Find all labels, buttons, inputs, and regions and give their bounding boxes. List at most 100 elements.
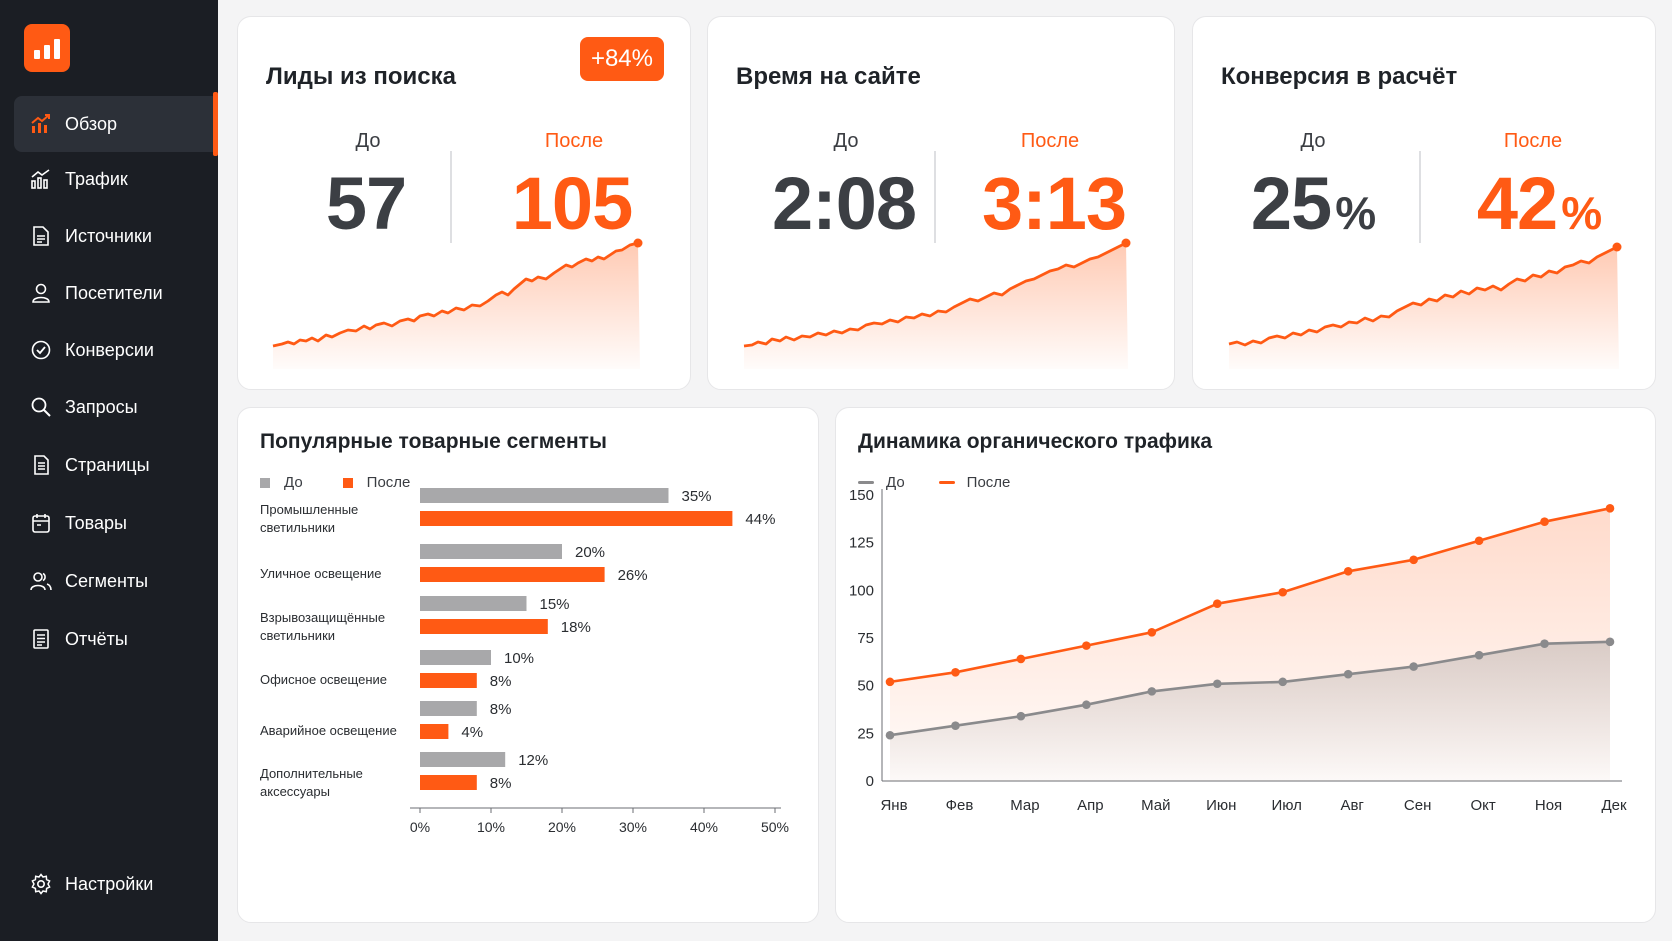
- sidebar-item-sources[interactable]: Источники: [14, 208, 218, 264]
- sidebar-item-traffic[interactable]: Трафик: [14, 151, 218, 207]
- settings-label: Настройки: [65, 873, 154, 894]
- sidebar-item-label: Товары: [65, 512, 127, 533]
- sidebar-item-label: Сегменты: [65, 570, 149, 591]
- legend-label-after: После: [366, 474, 411, 491]
- x-tick-label: 40%: [690, 819, 718, 835]
- category-label: Аварийное освещение: [260, 723, 397, 738]
- sidebar: Обзор Трафик Источники Посетители Конвер…: [0, 0, 218, 941]
- kpi-card-time-on-site: Время на сайте До После 2:08 3:13: [707, 16, 1175, 390]
- after-value: 3:13: [981, 162, 1127, 245]
- data-label: 12%: [518, 752, 548, 769]
- x-tick-label: Янв: [880, 797, 907, 814]
- x-tick-label: 20%: [548, 819, 576, 835]
- point-after: [1343, 566, 1353, 576]
- legend-swatch-before: [260, 477, 270, 488]
- x-tick-label: Май: [1141, 797, 1170, 814]
- data-label: 26%: [618, 567, 648, 584]
- x-tick-label: 30%: [619, 819, 647, 835]
- sidebar-item-queries[interactable]: Запросы: [14, 379, 218, 435]
- category-label: светильники: [260, 628, 335, 643]
- point-after: [1540, 517, 1549, 526]
- sidebar-item-label: Отчёты: [65, 628, 128, 649]
- x-tick-label: Ноя: [1535, 797, 1562, 814]
- check-circle-icon: [31, 340, 51, 360]
- point-after: [1016, 654, 1026, 664]
- sidebar-item-settings[interactable]: Настройки: [14, 856, 218, 912]
- y-tick-label: 50: [857, 678, 874, 695]
- sidebar-item-label: Посетители: [65, 282, 163, 303]
- point-after: [1082, 641, 1091, 650]
- sidebar-item-label: Конверсии: [65, 339, 154, 360]
- sidebar-item-label: Трафик: [65, 168, 128, 189]
- sidebar-item-segments[interactable]: Сегменты: [14, 553, 218, 609]
- chart-legend: До После: [858, 474, 1010, 491]
- point-before: [1147, 687, 1157, 696]
- y-tick-label: 125: [849, 535, 874, 552]
- point-after: [1278, 587, 1288, 597]
- y-tick-label: 100: [849, 582, 874, 599]
- data-label: 20%: [575, 544, 605, 561]
- bar-before: [420, 650, 491, 665]
- sidebar-item-label: Запросы: [65, 396, 138, 417]
- sidebar-item-reports[interactable]: Отчёты: [14, 611, 218, 667]
- bar-before: [420, 488, 669, 503]
- bar-after: [420, 619, 548, 634]
- point-before: [1343, 669, 1353, 679]
- after-label: После: [1020, 130, 1080, 152]
- sidebar-item-label: Источники: [65, 225, 152, 246]
- before-label: До: [833, 130, 859, 152]
- y-tick-label: 25: [857, 725, 874, 742]
- bar-after: [420, 775, 477, 790]
- chart-title: Динамика органического трафика: [858, 430, 1213, 453]
- segments-chart-card: Популярные товарные сегменты До После Пр…: [237, 407, 819, 923]
- category-label: аксессуары: [260, 784, 330, 799]
- bar-before: [420, 596, 527, 611]
- point-before: [1409, 662, 1418, 671]
- y-tick-label: 0: [866, 773, 874, 790]
- before-label: До: [355, 130, 381, 152]
- sidebar-item-overview[interactable]: Обзор: [14, 92, 218, 156]
- bar-before: [420, 544, 562, 559]
- search-icon: [31, 397, 51, 417]
- category-label: Промышленные: [260, 502, 358, 517]
- category-label: светильники: [260, 520, 335, 535]
- bar-before: [420, 752, 506, 767]
- after-value: 42%: [1476, 162, 1602, 245]
- category-label: Дополнительные: [260, 766, 363, 781]
- x-tick-label: Авг: [1340, 797, 1364, 814]
- legend-label-before: До: [284, 474, 303, 491]
- growth-badge: +84%: [579, 37, 664, 81]
- sidebar-item-label: Обзор: [65, 113, 117, 134]
- leads-sparkline: [272, 238, 643, 369]
- line-after: [889, 507, 1611, 684]
- after-value: 105: [511, 162, 633, 245]
- point-before: [1212, 679, 1222, 689]
- y-tick-label: 75: [857, 630, 874, 647]
- document-icon: [33, 226, 49, 246]
- users-icon: [30, 572, 52, 591]
- chart-title: Популярные товарные сегменты: [260, 430, 607, 453]
- traffic-line-chart: 0 25 50 75 100 125 150 Янв Фев Мар Апр Май Июн Июл Авг…: [849, 487, 1627, 814]
- app-logo-icon[interactable]: [24, 24, 70, 72]
- sidebar-item-products[interactable]: Товары: [14, 495, 218, 551]
- point-before: [885, 730, 895, 740]
- line-before: [889, 640, 1611, 737]
- point-after: [951, 668, 960, 677]
- point-before: [1016, 711, 1026, 721]
- sidebar-item-visitors[interactable]: Посетители: [14, 265, 218, 321]
- data-label: 35%: [682, 488, 712, 505]
- bar-after: [420, 567, 605, 582]
- x-tick-label: Фев: [946, 797, 974, 814]
- x-tick-label: Мар: [1010, 797, 1039, 814]
- data-label: 8%: [490, 701, 512, 718]
- traffic-chart-card: Динамика органического трафика До После …: [835, 407, 1656, 923]
- point-after: [1147, 627, 1157, 637]
- legend-swatch-after: [342, 477, 353, 488]
- data-label: 18%: [561, 619, 591, 636]
- point-before: [1278, 677, 1288, 687]
- point-before: [951, 721, 960, 731]
- sidebar-item-pages[interactable]: Страницы: [14, 437, 218, 493]
- kpi-title: Время на сайте: [736, 63, 921, 90]
- bar-before: [420, 701, 477, 716]
- sidebar-item-conversions[interactable]: Конверсии: [14, 322, 218, 378]
